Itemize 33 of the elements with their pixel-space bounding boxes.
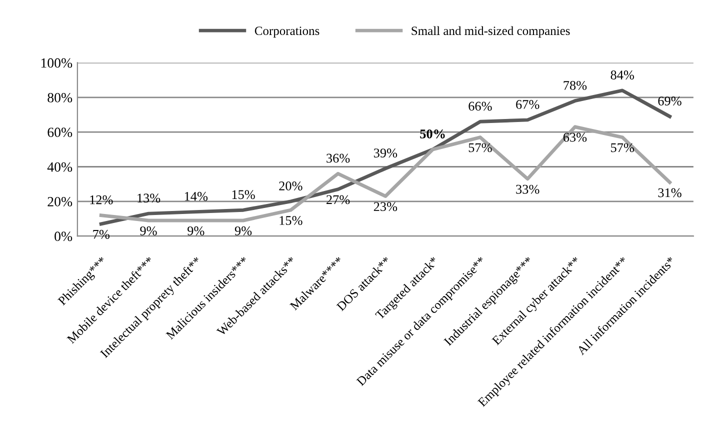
data-label: 33% — [516, 184, 540, 194]
data-label: 9% — [140, 226, 157, 236]
data-label: 84% — [610, 70, 634, 80]
data-label: 78% — [564, 80, 587, 90]
y-tick-label: 60% — [48, 128, 72, 138]
y-tick-label: 0% — [54, 232, 72, 242]
data-label: 36% — [326, 154, 350, 163]
y-tick-label: 100% — [41, 58, 72, 68]
data-label: 63% — [563, 132, 587, 142]
data-label: 50% — [420, 129, 445, 138]
data-label: 20% — [279, 182, 302, 190]
data-label: 15% — [280, 216, 302, 225]
data-label: 9% — [188, 226, 204, 236]
data-label: 27% — [326, 195, 350, 204]
y-tick-label: 80% — [48, 92, 72, 102]
data-label: 14% — [184, 192, 208, 201]
legend-label: Small and mid-sized companies — [412, 26, 570, 38]
data-label: 31% — [658, 188, 682, 198]
data-label: 15% — [232, 190, 255, 200]
data-label: 57% — [468, 143, 492, 152]
y-tick-label: 20% — [48, 197, 72, 206]
data-label: 57% — [611, 143, 634, 152]
data-label: 9% — [234, 226, 252, 236]
data-label: 39% — [374, 148, 398, 158]
data-label: 66% — [468, 102, 492, 111]
data-label: 7% — [93, 230, 110, 239]
y-tick-label: 40% — [47, 162, 72, 172]
data-label: 67% — [516, 100, 540, 109]
data-label: 69% — [658, 96, 682, 106]
data-label: 12% — [90, 195, 113, 204]
data-label: 13% — [138, 194, 160, 203]
data-label: 23% — [374, 202, 398, 212]
legend-label: Corporations — [254, 26, 320, 38]
